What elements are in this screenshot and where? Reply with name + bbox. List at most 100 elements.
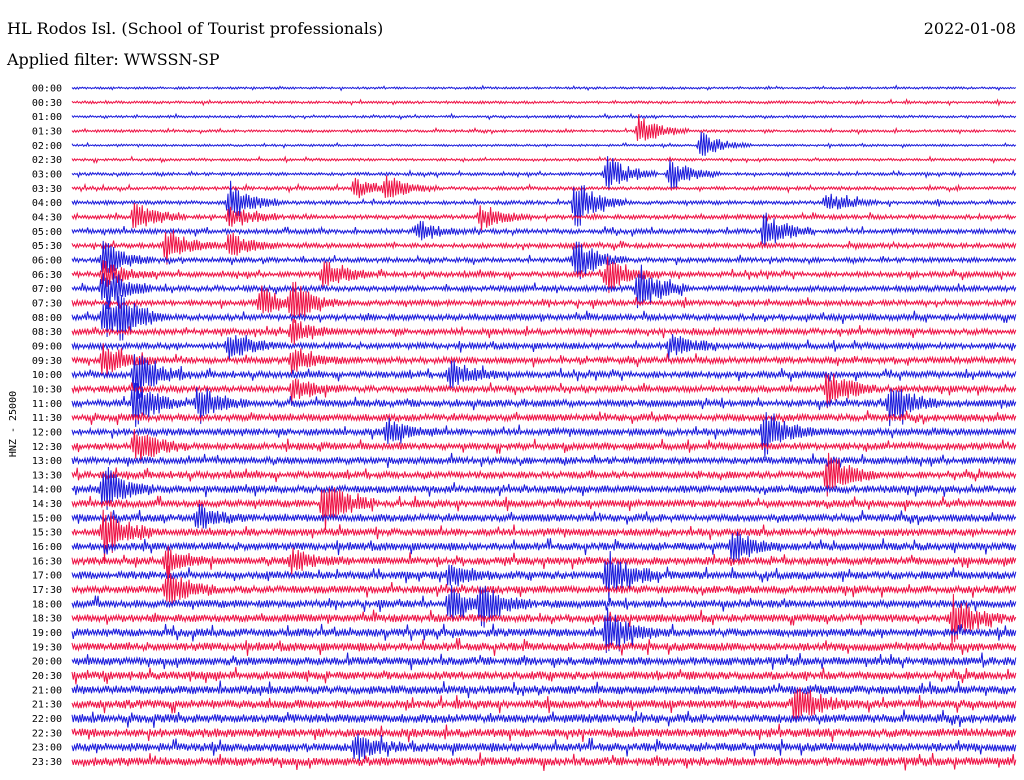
trace-row-2030 — [71, 666, 1017, 685]
trace-row-0000 — [71, 84, 1017, 92]
row-time-label: 21:30 — [32, 700, 62, 711]
row-time-label: 21:00 — [32, 685, 62, 696]
row-time-label: 14:30 — [32, 499, 62, 510]
row-time-label: 11:30 — [32, 413, 62, 424]
row-time-label: 19:00 — [32, 628, 62, 639]
row-time-label: 08:30 — [32, 327, 62, 338]
trace-row-0600 — [71, 240, 1017, 280]
trace-row-1400 — [71, 466, 1017, 510]
row-time-label: 22:00 — [32, 714, 62, 725]
trace-row-1700 — [71, 550, 1017, 603]
trace-row-1930 — [71, 637, 1017, 656]
trace-row-0130 — [71, 113, 1017, 141]
trace-row-2200 — [71, 709, 1017, 728]
trace-row-1200 — [71, 412, 1017, 459]
row-time-label: 07:30 — [32, 298, 62, 309]
row-time-label: 08:00 — [32, 313, 62, 324]
trace-row-0430 — [71, 202, 1017, 231]
trace-row-0630 — [71, 256, 1017, 294]
row-time-label: 02:30 — [32, 155, 62, 166]
row-time-label: 12:30 — [32, 442, 62, 453]
trace-row-1730 — [71, 565, 1017, 604]
row-time-label: 01:30 — [32, 126, 62, 137]
trace-row-1030 — [71, 373, 1017, 409]
row-time-label: 07:00 — [32, 284, 62, 295]
row-time-label: 10:00 — [32, 370, 62, 381]
filter-label: Applied filter: WWSSN-SP — [7, 50, 220, 69]
trace-row-0500 — [71, 212, 1017, 248]
row-time-label: 17:30 — [32, 585, 62, 596]
trace-row-1830 — [71, 593, 1017, 646]
row-time-label: 16:30 — [32, 556, 62, 567]
trace-row-1100 — [71, 382, 1017, 427]
row-time-label: 00:30 — [32, 98, 62, 109]
row-time-label: 23:30 — [32, 757, 62, 768]
trace-row-1900 — [71, 607, 1017, 654]
row-time-label: 16:00 — [32, 542, 62, 553]
row-time-label: 13:30 — [32, 470, 62, 481]
row-time-label: 10:30 — [32, 384, 62, 395]
row-time-label: 09:30 — [32, 356, 62, 367]
station-title: HL Rodos Isl. (School of Tourist profess… — [7, 19, 384, 38]
row-time-label: 15:00 — [32, 513, 62, 524]
row-time-label: 09:00 — [32, 341, 62, 352]
trace-row-0200 — [71, 131, 1017, 156]
trace-row-1000 — [71, 354, 1017, 399]
row-time-label: 20:00 — [32, 657, 62, 668]
row-time-label: 04:00 — [32, 198, 62, 209]
trace-row-1600 — [71, 531, 1017, 563]
row-time-label: 17:00 — [32, 571, 62, 582]
row-time-label: 05:30 — [32, 241, 62, 252]
trace-row-0030 — [71, 97, 1017, 107]
trace-row-1300 — [71, 452, 1017, 468]
trace-row-1230 — [71, 429, 1017, 464]
trace-row-0730 — [71, 281, 1017, 323]
trace-row-0930 — [71, 343, 1017, 378]
trace-row-0100 — [71, 112, 1017, 121]
row-time-label: 03:00 — [32, 169, 62, 180]
row-time-label: 18:30 — [32, 614, 62, 625]
trace-row-2130 — [71, 686, 1017, 721]
row-time-label: 00:00 — [32, 84, 62, 95]
trace-row-2330 — [71, 752, 1017, 771]
trace-row-0230 — [71, 155, 1017, 165]
tick-labels: 00:00 00:30 01:00 01:30 02:00 02:30 03:00 03:30… — [32, 84, 62, 769]
trace-row-0800 — [71, 294, 1017, 341]
row-time-label: 02:00 — [32, 141, 62, 152]
row-time-label: 18:00 — [32, 599, 62, 610]
row-time-label: 15:30 — [32, 528, 62, 539]
trace-row-1500 — [71, 503, 1017, 529]
trace-row-0300 — [71, 156, 1017, 191]
row-time-label: 06:30 — [32, 270, 62, 281]
trace-row-1800 — [71, 585, 1017, 628]
trace-date: 2022-01-08 — [923, 19, 1016, 38]
trace-row-2000 — [71, 652, 1017, 671]
y-axis-label: HNZ - 25000 — [8, 391, 19, 457]
row-time-label: 23:00 — [32, 743, 62, 754]
trace-row-1430 — [71, 487, 1017, 531]
row-time-label: 20:30 — [32, 671, 62, 682]
trace-row-0330 — [71, 175, 1017, 199]
row-time-label: 13:00 — [32, 456, 62, 467]
trace-row-2100 — [71, 680, 1017, 699]
row-time-label: 11:00 — [32, 399, 62, 410]
trace-row-0530 — [71, 230, 1017, 265]
trace-row-2300 — [71, 733, 1017, 762]
trace-row-1130 — [71, 410, 1017, 426]
row-time-label: 12:00 — [32, 427, 62, 438]
row-time-label: 01:00 — [32, 112, 62, 123]
trace-row-0900 — [71, 334, 1017, 361]
trace-row-1630 — [71, 545, 1017, 576]
row-time-label: 03:30 — [32, 184, 62, 195]
trace-rows — [71, 84, 1017, 771]
trace-row-1330 — [71, 452, 1017, 497]
row-time-label: 19:30 — [32, 642, 62, 653]
row-time-label: 22:30 — [32, 728, 62, 739]
trace-row-1530 — [71, 509, 1017, 562]
trace-row-0700 — [71, 264, 1017, 310]
trace-row-2230 — [71, 723, 1017, 743]
row-time-label: 06:00 — [32, 255, 62, 266]
trace-row-0830 — [71, 318, 1017, 345]
row-time-label: 04:30 — [32, 212, 62, 223]
